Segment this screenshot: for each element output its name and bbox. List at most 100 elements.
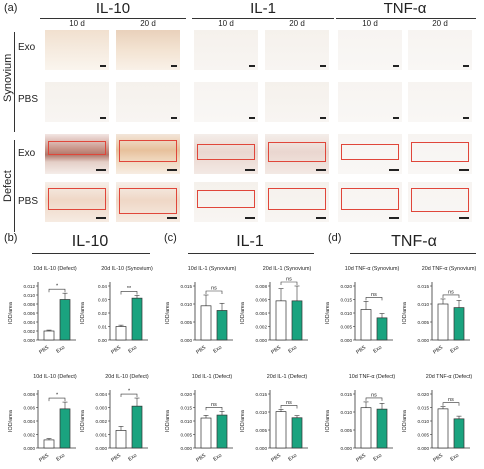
scale-bar: [249, 65, 255, 67]
roi-box: [411, 142, 469, 162]
y-tick-label: 0.010: [256, 410, 268, 415]
y-tick-label: 0.000: [256, 338, 268, 343]
scale-bar: [320, 65, 326, 67]
bar-exo: [453, 418, 465, 449]
y-tick-label: 0.015: [341, 297, 353, 302]
scale-bar: [393, 117, 399, 119]
row-label-exo: Exo: [18, 148, 36, 159]
x-tick-label: Exo: [449, 345, 460, 355]
x-tick-label: Exo: [127, 453, 138, 463]
y-tick-label: 0.004: [24, 419, 36, 424]
y-tick-label: 0.000: [418, 446, 430, 451]
bar-pbs: [115, 326, 127, 341]
scale-bar: [96, 217, 106, 219]
chart-title: 20d IL-10 (Synovium): [101, 266, 153, 272]
chart-title: 10d IL-1 (Defect): [192, 374, 233, 380]
bar-pbs: [115, 430, 127, 449]
row-label-pbs: PBS: [18, 94, 39, 105]
day-label: 10 d: [362, 19, 378, 28]
chart-title: 20d IL-10 (Defect): [105, 374, 149, 380]
micrograph-tile: [194, 182, 258, 222]
y-tick-label: 0.000: [418, 338, 430, 343]
y-tick-label: 0.008: [24, 302, 36, 307]
bar-exo: [453, 307, 465, 341]
y-tick-label: 0.010: [341, 311, 353, 316]
y-tick-label: 0.000: [341, 446, 353, 451]
significance-label: ns: [211, 286, 217, 292]
y-axis-label: IOD/area: [240, 410, 246, 432]
y-tick-label: 0.015: [256, 392, 268, 397]
micrograph-tile: [408, 134, 472, 174]
bar-exo: [216, 310, 228, 341]
x-tick-label: PBS: [38, 452, 50, 463]
bar-pbs: [275, 300, 287, 341]
panel-b-title: IL-10: [71, 233, 109, 250]
scale-bar: [316, 169, 326, 171]
y-axis-label: IOD/area: [402, 302, 408, 324]
scale-bar: [100, 65, 106, 67]
y-axis-label: IOD/area: [240, 302, 246, 324]
x-tick-label: PBS: [110, 452, 122, 463]
bar-pbs: [437, 408, 449, 449]
x-tick-label: Exo: [287, 453, 298, 463]
significance-label: ns: [448, 397, 454, 403]
scale-bar: [171, 65, 177, 67]
y-axis-label: IOD/area: [165, 302, 171, 324]
micrograph-tile: [338, 82, 402, 122]
significance-label: ns: [286, 277, 292, 283]
bar-exo: [291, 417, 303, 449]
chart-title: 10d IL-10 (Defect): [33, 374, 77, 380]
y-axis-label: IOD/area: [8, 410, 14, 432]
y-tick-label: 0.02: [98, 311, 107, 316]
micrograph-tile: [265, 82, 329, 122]
marker-il1-heading: IL-1: [250, 0, 276, 17]
scale-bar: [167, 169, 177, 171]
x-tick-label: PBS: [110, 344, 122, 355]
chart-title: 10d TNF-α (Synovium): [345, 266, 400, 272]
y-tick-label: 0.004: [96, 392, 108, 397]
scale-bar: [167, 217, 177, 219]
significance-bracket: [442, 402, 460, 406]
x-tick-label: Exo: [55, 453, 66, 463]
x-tick-label: Exo: [127, 345, 138, 355]
significance-bracket: [48, 288, 66, 293]
bar-exo: [291, 300, 303, 341]
y-tick-label: 0.020: [341, 284, 353, 289]
bar-exo: [376, 317, 388, 341]
micrograph-tile: [265, 134, 329, 174]
bar-pbs: [200, 305, 212, 341]
scale-bar: [389, 217, 399, 219]
scale-bar: [459, 169, 469, 171]
marker-tnfa-heading: TNF-α: [383, 0, 427, 17]
significance-bracket: [120, 393, 138, 398]
x-tick-label: Exo: [372, 345, 383, 355]
roi-box: [411, 188, 469, 212]
y-tick-label: 0.006: [24, 405, 36, 410]
y-axis-label: IOD/area: [8, 302, 14, 324]
y-axis-label: IOD/area: [80, 302, 86, 324]
y-tick-label: 0.001: [96, 432, 108, 437]
y-tick-label: 0.015: [341, 392, 353, 397]
chart-title: 20d IL-1 (Defect): [267, 374, 308, 380]
bar-pbs: [200, 417, 212, 449]
significance-label: ns: [448, 289, 454, 295]
x-tick-label: PBS: [355, 452, 367, 463]
y-tick-label: 0.005: [341, 324, 353, 329]
panel-d-letter: (d): [328, 232, 342, 244]
scale-bar: [393, 65, 399, 67]
scale-bar: [249, 117, 255, 119]
y-tick-label: 0.000: [24, 446, 36, 451]
scale-bar: [100, 117, 106, 119]
y-tick-label: 0.002: [24, 432, 36, 437]
significance-bracket: [365, 297, 383, 301]
roi-box: [119, 188, 177, 214]
marker-il10-heading: IL-10: [95, 0, 131, 17]
y-tick-label: 0.015: [418, 284, 430, 289]
panel-c-title: IL-1: [236, 233, 264, 250]
bar-pbs: [275, 411, 287, 449]
day-label: 20 d: [140, 19, 156, 28]
micrograph-tile: [116, 82, 180, 122]
micrograph-tile: [194, 134, 258, 174]
x-tick-label: Exo: [55, 345, 66, 355]
x-tick-label: PBS: [355, 344, 367, 355]
